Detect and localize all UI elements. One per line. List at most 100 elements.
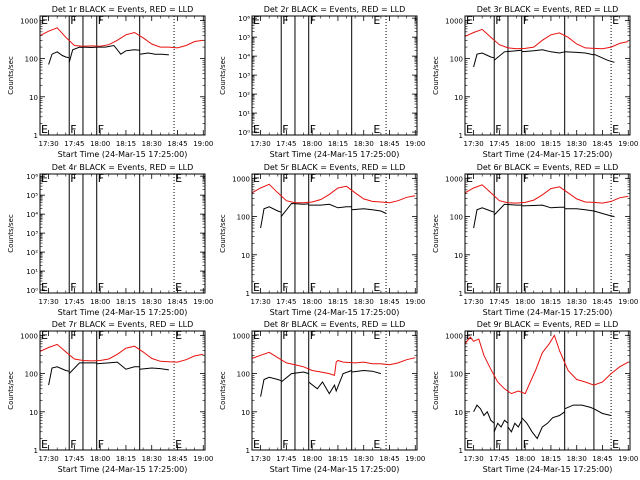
marker-label-top: E — [41, 329, 48, 342]
events-series-line — [521, 204, 565, 209]
x-tick-label: 17:30 — [39, 298, 59, 306]
marker-label-bottom: E — [41, 281, 48, 294]
x-tick-label: 18:45 — [592, 140, 612, 148]
x-tick-label: 17:45 — [276, 455, 296, 463]
events-series-line — [473, 52, 495, 68]
x-tick-label: 17:45 — [489, 298, 509, 306]
y-tick-label: 100 — [25, 371, 38, 379]
x-tick-label: 17:45 — [276, 140, 296, 148]
events-series-line — [593, 210, 615, 218]
y-axis-label: Counts/sec — [219, 56, 227, 95]
x-tick-label: 18:15 — [541, 455, 561, 463]
events-series-line — [308, 203, 352, 209]
plot-frame — [251, 15, 418, 136]
x-tick-label: 18:45 — [592, 455, 612, 463]
x-tick-label: 19:00 — [618, 140, 638, 148]
y-tick-label: 10 — [454, 409, 463, 417]
chart-title: Det 5r BLACK = Events, RED = LLD — [264, 163, 406, 172]
x-tick-label: 18:15 — [328, 140, 348, 148]
x-tick-label: 17:30 — [251, 298, 271, 306]
x-axis-label: Start Time (24-Mar-15 17:25:00) — [483, 308, 613, 317]
events-series-line — [139, 367, 169, 371]
events-series-line — [473, 207, 495, 229]
marker-label-top: F — [310, 329, 316, 342]
marker-label-bottom: E — [466, 123, 473, 136]
x-tick-label: 19:00 — [618, 455, 638, 463]
y-tick-label: 10⁰ — [26, 287, 38, 295]
lld-series-line — [251, 351, 416, 376]
events-series-line — [351, 369, 382, 375]
y-axis-label: Counts/sec — [7, 214, 15, 253]
chart-title: Det 9r BLACK = Events, RED = LLD — [477, 320, 619, 329]
marker-label-bottom: E — [373, 438, 380, 451]
y-tick-label: 10 — [241, 252, 250, 260]
marker-label-bottom: F — [98, 123, 104, 136]
marker-label-bottom: F — [70, 281, 76, 294]
marker-label-top: E — [373, 172, 380, 185]
events-series-line — [48, 366, 70, 386]
x-tick-label: 18:30 — [354, 298, 374, 306]
lld-series-line — [464, 334, 629, 395]
chart-title: Det 4r BLACK = Events, RED = LLD — [52, 163, 194, 172]
x-tick-label: 18:15 — [328, 455, 348, 463]
marker-label-top: E — [253, 329, 260, 342]
events-series-line — [564, 208, 594, 212]
x-tick-label: 17:30 — [464, 455, 484, 463]
events-series-line — [493, 49, 522, 61]
events-series-line — [260, 206, 282, 229]
y-tick-label: 10⁰ — [238, 129, 250, 137]
x-tick-label: 18:30 — [354, 140, 374, 148]
chart-title: Det 2r BLACK = Events, RED = LLD — [264, 5, 406, 14]
y-tick-label: 10² — [26, 249, 38, 257]
y-tick-label: 10 — [29, 94, 38, 102]
y-tick-label: 10³ — [238, 72, 250, 80]
x-tick-label: 19:00 — [405, 298, 425, 306]
x-tick-label: 19:00 — [193, 298, 213, 306]
marker-label-bottom: E — [466, 281, 473, 294]
marker-label-bottom: F — [310, 438, 316, 451]
marker-label-top: F — [495, 172, 501, 185]
plot-frame — [251, 330, 418, 451]
marker-label-top: F — [282, 329, 288, 342]
y-tick-label: 100 — [237, 371, 250, 379]
x-tick-label: 18:45 — [379, 140, 399, 148]
y-tick-label: 1 — [246, 447, 250, 455]
events-series-line — [473, 404, 495, 424]
x-tick-label: 17:45 — [489, 140, 509, 148]
y-tick-label: 100 — [237, 214, 250, 222]
x-tick-label: 18:15 — [328, 298, 348, 306]
events-series-line — [260, 376, 282, 397]
chart-title: Det 7r BLACK = Events, RED = LLD — [52, 320, 194, 329]
x-tick-label: 18:00 — [515, 140, 535, 148]
marker-label-bottom: F — [495, 123, 501, 136]
x-tick-label: 18:15 — [116, 140, 136, 148]
events-series-line — [68, 362, 97, 374]
y-tick-label: 1000 — [232, 332, 250, 340]
x-tick-label: 17:30 — [39, 455, 59, 463]
events-series-line — [493, 203, 522, 216]
y-tick-label: 10² — [238, 91, 250, 99]
lld-series-line — [39, 343, 204, 363]
x-tick-label: 18:30 — [567, 298, 587, 306]
chart-panel: Det 6r BLACK = Events, RED = LLD Start Ti… — [432, 163, 638, 317]
x-tick-label: 18:30 — [142, 455, 162, 463]
marker-label-top: E — [466, 14, 473, 27]
x-axis-label: Start Time (24-Mar-15 17:25:00) — [58, 308, 188, 317]
y-tick-label: 1 — [34, 132, 38, 140]
x-tick-label: 18:45 — [167, 455, 187, 463]
marker-label-top: F — [98, 14, 104, 27]
marker-label-bottom: F — [523, 281, 529, 294]
x-tick-label: 18:00 — [90, 455, 110, 463]
marker-label-top: F — [310, 14, 316, 27]
x-tick-label: 17:45 — [64, 298, 84, 306]
y-tick-label: 1000 — [445, 332, 463, 340]
x-tick-label: 18:45 — [379, 455, 399, 463]
x-tick-label: 18:45 — [592, 298, 612, 306]
x-tick-label: 19:00 — [193, 455, 213, 463]
y-tick-label: 10¹ — [26, 268, 38, 276]
events-series-line — [593, 408, 612, 416]
x-tick-label: 18:00 — [515, 298, 535, 306]
x-tick-label: 18:30 — [567, 455, 587, 463]
y-tick-label: 1000 — [20, 332, 38, 340]
x-tick-label: 18:15 — [541, 140, 561, 148]
